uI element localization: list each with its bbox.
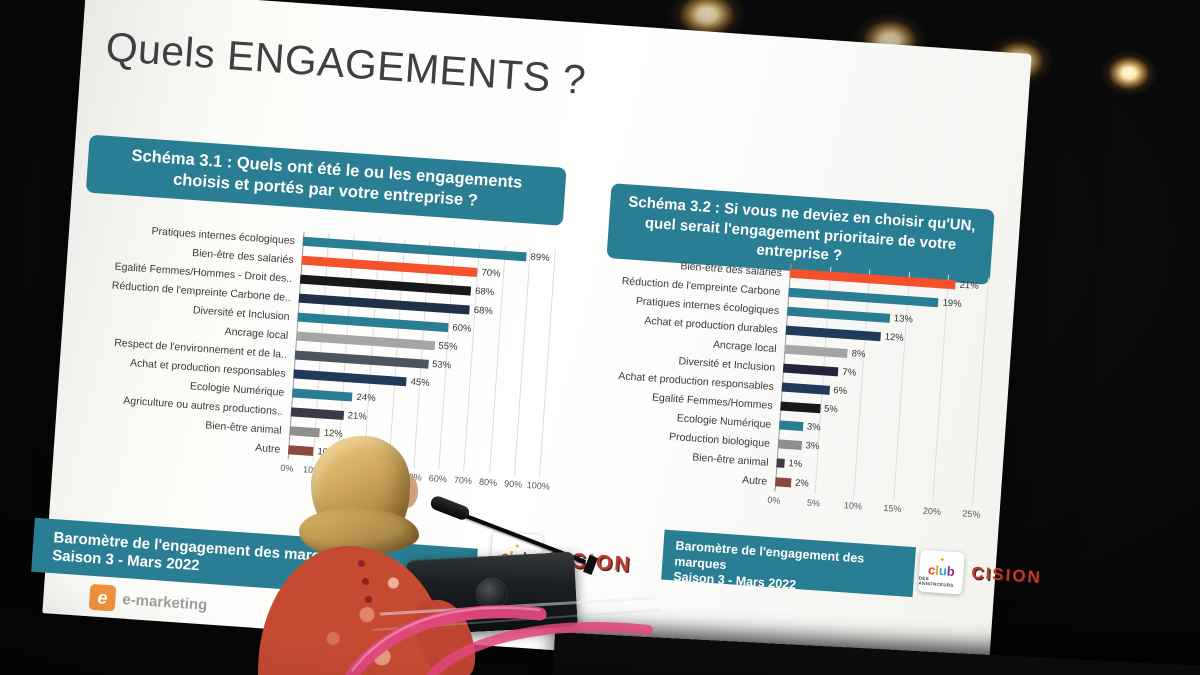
axis-tick-label: 90% [503,478,523,490]
chart-value-label: 8% [851,348,866,361]
chart-bar [774,477,792,488]
podium-pink-frame [345,605,547,675]
axis-tick-label: 5% [806,497,821,509]
chart-value-label: 2% [794,477,810,490]
axis-tick-label: 60% [428,473,448,485]
necklace-bead [362,578,369,585]
axis-tick-label: 0% [767,494,781,506]
emarketing-logo: e e-marketing [88,583,209,618]
chart-value-label: 3% [806,421,821,434]
chart-value-label: 19% [942,297,962,310]
chart-value-label: 45% [410,376,431,389]
chart-value-label: 21% [347,410,368,423]
chart-bar [776,458,785,468]
axis-tick-label: 80% [478,476,498,488]
necklace-bead [358,560,365,567]
chart-bar [291,388,353,402]
chart-bar [778,420,804,432]
axis-tick-label: 15% [883,502,902,515]
chart-value-label: 12% [323,427,344,440]
chart-bar [784,344,849,359]
axis-tick-label: 70% [453,474,473,487]
chart-bar [785,325,881,342]
chart-engagement-prioritaire: Bien-être des salariés 21% Réduction de l'… [590,251,1034,526]
chart-bar [781,382,830,395]
chart-value-label: 68% [473,304,494,318]
chart-value-label: 24% [356,391,376,405]
axis-tick-label: 0% [280,462,294,474]
cision-logo: CISION [970,563,1043,588]
podium [345,596,661,675]
club-logo-subtext: DES ANNONCEURS [918,575,954,588]
podium-frame-highlight [351,606,541,672]
chart-value-label: 55% [438,340,458,353]
chart-bar [780,401,821,414]
emarketing-text: e-marketing [121,590,208,614]
chart-bar [782,363,839,377]
chart1-header: Schéma 3.1 : Quels ont été le ou les eng… [85,134,567,227]
chart-value-label: 1% [788,458,803,471]
chart-value-label: 12% [884,331,904,344]
chart-value-label: 60% [451,322,472,335]
chart-value-label: 53% [431,359,452,372]
chart-bar [777,439,802,451]
club-des-annonceurs-logo: ✦ club DES ANNONCEURS [917,549,965,595]
chart-value-label: 70% [481,267,501,280]
chart-value-label: 7% [842,366,857,379]
chart-bar [290,407,345,421]
chart-value-label: 21% [959,279,980,292]
chart-value-label: 89% [530,251,550,264]
axis-tick-label: 25% [962,508,981,520]
chart-bar [287,445,314,456]
chart-value-label: 6% [832,385,848,398]
stage-light [1100,50,1158,96]
chart-value-label: 68% [474,285,495,299]
podium-pink-frame [427,622,653,675]
axis-tick-label: 100% [526,479,551,492]
slide-title: Quels ENGAGEMENTS ? [104,23,588,104]
chart-value-label: 13% [893,313,914,326]
chart-value-label: 5% [823,403,839,416]
axis-tick-label: 20% [922,505,942,517]
axis-tick-label: 10% [843,500,863,512]
chart-bar [786,306,891,323]
chart-bar [289,426,321,438]
emarketing-icon: e [88,583,117,612]
necklace-bead [365,596,372,603]
chart-value-label: 3% [805,440,820,453]
